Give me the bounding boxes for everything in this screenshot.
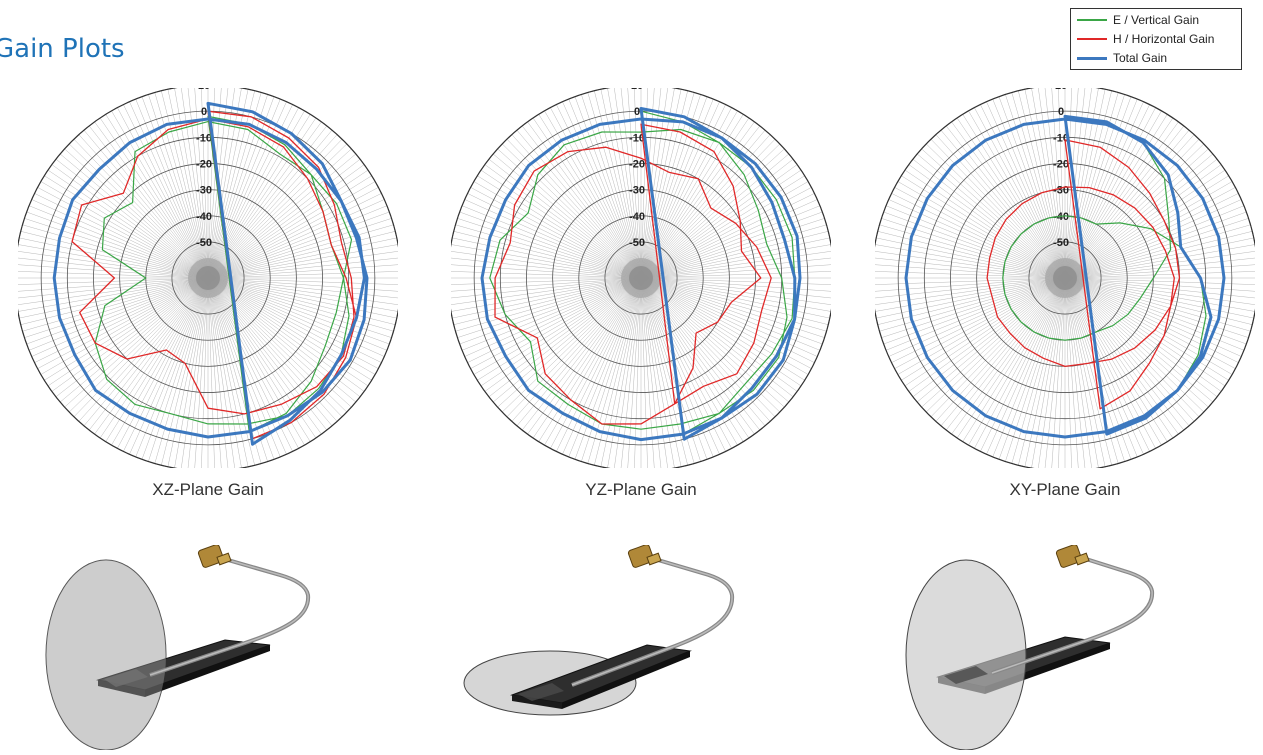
radial-tick-label: -50 — [1053, 237, 1069, 249]
yz-plane-polar-chart: 10 0 -10 -20 -30 -40 -50 — [451, 88, 831, 468]
xy-plane-caption: XY-Plane Gain — [1009, 480, 1121, 499]
radial-tick-label: 10 — [631, 88, 643, 92]
chart-legend: E / Vertical Gain H / Horizontal Gain To… — [1070, 8, 1242, 70]
radial-tick-label: 10 — [1055, 88, 1067, 92]
xz-plane-antenna-illustration — [40, 544, 340, 751]
legend-label-vertical: E / Vertical Gain — [1113, 13, 1200, 27]
xz-plane-polar-chart: 10 0 -10 -20 -30 -40 -50 — [18, 88, 398, 468]
antenna-xz-orientation-icon — [45, 544, 311, 751]
radial-tick-label: -40 — [629, 211, 645, 223]
yz-plane-antenna-illustration — [462, 544, 762, 750]
radial-tick-label: -30 — [196, 185, 212, 197]
xz-plane-plot: 10 0 -10 -20 -30 -40 -50 XZ-Plane Gain — [18, 88, 398, 502]
radial-tick-label: -20 — [1053, 158, 1069, 170]
antenna-yz-orientation-icon — [463, 544, 735, 716]
radial-tick-label: -10 — [196, 132, 212, 144]
page-title: Gain Plots — [0, 34, 125, 64]
radial-tick-label: -50 — [629, 237, 645, 249]
series-line-h-horizontal-gain — [494, 123, 772, 425]
antenna-xy-orientation-icon — [905, 544, 1155, 751]
xz-plane-polar-chart-grid — [18, 88, 398, 468]
xy-plane-polar-chart-grid — [875, 88, 1255, 468]
series-line-h-horizontal-gain — [986, 139, 1181, 410]
radial-tick-label: -40 — [196, 211, 212, 223]
series-line-total-gain — [904, 114, 1226, 439]
yz-plane-plot: 10 0 -10 -20 -30 -40 -50 YZ-Plane Gain — [451, 88, 831, 502]
legend-swatch-vertical — [1077, 19, 1107, 21]
radial-tick-label: -10 — [629, 132, 645, 144]
xz-plane-caption: XZ-Plane Gain — [152, 480, 264, 499]
xy-plane-polar-chart: 100-10-20-30-40-50 — [875, 88, 1255, 468]
radial-tick-label: 0 — [1058, 106, 1064, 118]
radial-tick-label: -20 — [196, 158, 212, 170]
radial-tick-label: 0 — [201, 106, 207, 118]
legend-swatch-total — [1077, 57, 1107, 60]
radial-tick-label: -30 — [629, 185, 645, 197]
radial-tick-label: -50 — [196, 237, 212, 249]
radial-tick-label: 10 — [198, 88, 210, 92]
series-line-total-gain — [52, 101, 369, 446]
xy-plane-antenna-illustration — [900, 544, 1200, 751]
yz-plane-caption: YZ-Plane Gain — [585, 480, 697, 499]
legend-label-horizontal: H / Horizontal Gain — [1113, 32, 1215, 46]
series-line-h-horizontal-gain — [71, 110, 358, 440]
legend-label-total: Total Gain — [1113, 51, 1168, 65]
xy-plane-plot: 100-10-20-30-40-50 XY-Plane Gain — [875, 88, 1255, 502]
yz-plane-polar-chart-grid — [451, 88, 831, 468]
radial-tick-label: -20 — [629, 158, 645, 170]
radial-tick-label: 0 — [634, 106, 640, 118]
legend-swatch-horizontal — [1077, 38, 1107, 40]
series-line-e-vertical-gain — [94, 115, 353, 433]
series-line-total-gain — [480, 107, 802, 442]
